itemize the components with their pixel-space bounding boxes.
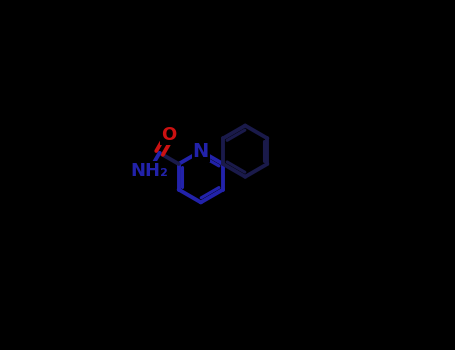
Text: N: N: [193, 142, 209, 161]
Text: NH₂: NH₂: [130, 162, 168, 180]
Text: O: O: [161, 126, 176, 144]
